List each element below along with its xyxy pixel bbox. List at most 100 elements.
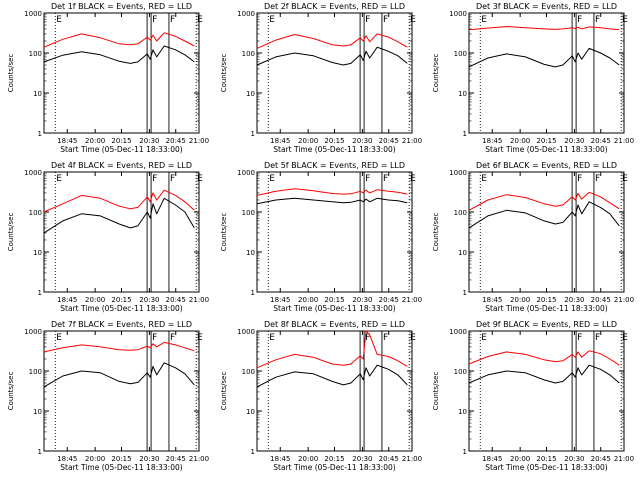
y-tick-label: 100 bbox=[29, 368, 42, 376]
marker-label: F bbox=[365, 174, 370, 184]
x-tick-label: 20:15 bbox=[111, 137, 131, 145]
marker-label: F bbox=[170, 174, 175, 184]
marker-label: F bbox=[170, 15, 175, 25]
chart-title: Det 7f BLACK = Events, RED = LLD bbox=[51, 320, 192, 329]
x-tick-label: 20:15 bbox=[324, 137, 344, 145]
y-tick-label: 100 bbox=[242, 368, 255, 376]
marker-label: E bbox=[622, 15, 628, 25]
x-tick-label: 20:15 bbox=[324, 455, 344, 463]
x-tick-label: 21:00 bbox=[614, 296, 634, 304]
y-tick-label: 100 bbox=[29, 50, 42, 58]
x-tick-label: 18:45 bbox=[270, 137, 290, 145]
x-tick-label: 20:45 bbox=[379, 296, 399, 304]
x-tick-label: 18:45 bbox=[57, 137, 77, 145]
x-tick-label: 20:00 bbox=[85, 455, 105, 463]
x-tick-label: 20:30 bbox=[564, 455, 584, 463]
x-tick-label: 20:45 bbox=[166, 296, 186, 304]
plot-frame bbox=[468, 12, 625, 134]
y-tick-label: 100 bbox=[454, 50, 467, 58]
x-tick-label: 21:00 bbox=[402, 296, 422, 304]
plot-frame bbox=[43, 12, 200, 134]
series-line-events bbox=[256, 46, 408, 66]
x-tick-label: 20:45 bbox=[166, 455, 186, 463]
x-tick-label: 21:00 bbox=[614, 137, 634, 145]
y-tick-label: 100 bbox=[242, 209, 255, 217]
y-tick-label: 1000 bbox=[449, 10, 467, 18]
series-line-lld bbox=[468, 191, 620, 211]
x-tick-label: 18:45 bbox=[482, 455, 502, 463]
x-tick-label: 20:00 bbox=[510, 296, 530, 304]
x-tick-label: 18:45 bbox=[270, 455, 290, 463]
plot-frame bbox=[256, 171, 413, 293]
x-tick-label: 20:15 bbox=[536, 455, 556, 463]
series-line-lld bbox=[256, 330, 408, 369]
y-tick-label: 1 bbox=[463, 448, 467, 456]
x-tick-label: 20:30 bbox=[352, 137, 372, 145]
x-tick-label: 18:45 bbox=[270, 296, 290, 304]
x-tick-label: 21:00 bbox=[189, 455, 209, 463]
chart-panel-7: Det 7f BLACK = Events, RED = LLD 1 10 100 10… bbox=[7, 320, 209, 472]
y-tick-label: 1 bbox=[463, 289, 467, 297]
x-tick-label: 20:45 bbox=[166, 137, 186, 145]
y-tick-label: 1 bbox=[38, 289, 42, 297]
marker-label: F bbox=[365, 333, 370, 343]
marker-label: E bbox=[269, 15, 275, 25]
x-tick-label: 20:30 bbox=[139, 455, 159, 463]
y-tick-label: 1000 bbox=[24, 10, 42, 18]
x-tick-label: 20:45 bbox=[591, 296, 611, 304]
y-tick-label: 1000 bbox=[237, 169, 255, 177]
y-tick-label: 10 bbox=[458, 408, 467, 416]
y-axis-label: Counts/sec bbox=[432, 213, 440, 252]
x-tick-label: 20:00 bbox=[298, 137, 318, 145]
series-line-events bbox=[468, 47, 620, 68]
y-axis-label: Counts/sec bbox=[220, 372, 228, 411]
plot-frame bbox=[43, 171, 200, 293]
x-tick-label: 20:15 bbox=[324, 296, 344, 304]
marker-label: E bbox=[269, 174, 275, 184]
series-line-events bbox=[256, 364, 408, 388]
y-axis-label: Counts/sec bbox=[7, 213, 15, 252]
x-axis-label: Start Time (05-Dec-11 18:33:00) bbox=[60, 304, 182, 313]
chart-title: Det 2f BLACK = Events, RED = LLD bbox=[264, 2, 405, 11]
marker-label: F bbox=[383, 333, 388, 343]
marker-label: E bbox=[197, 333, 203, 343]
y-tick-label: 10 bbox=[33, 90, 42, 98]
chart-title: Det 8f BLACK = Events, RED = LLD bbox=[264, 320, 405, 329]
x-tick-label: 20:30 bbox=[352, 296, 372, 304]
chart-title: Det 5f BLACK = Events, RED = LLD bbox=[264, 161, 405, 170]
plot-frame bbox=[468, 330, 625, 452]
chart-panel-1: Det 1f BLACK = Events, RED = LLD 1 10 100 10… bbox=[7, 2, 209, 154]
y-tick-label: 10 bbox=[33, 249, 42, 257]
y-axis-label: Counts/sec bbox=[7, 372, 15, 411]
x-tick-label: 20:45 bbox=[379, 455, 399, 463]
x-tick-label: 21:00 bbox=[614, 455, 634, 463]
y-tick-label: 10 bbox=[246, 249, 255, 257]
series-line-events bbox=[43, 45, 195, 64]
series-line-events bbox=[468, 364, 620, 384]
chart-panel-9: Det 9f BLACK = Events, RED = LLD 1 10 100 10… bbox=[432, 320, 634, 472]
plot-frame bbox=[256, 12, 413, 134]
x-tick-label: 21:00 bbox=[402, 455, 422, 463]
y-tick-label: 1000 bbox=[24, 328, 42, 336]
y-tick-label: 100 bbox=[29, 209, 42, 217]
marker-label: E bbox=[481, 333, 487, 343]
y-tick-label: 1 bbox=[251, 130, 255, 138]
x-tick-label: 20:15 bbox=[111, 296, 131, 304]
series-line-events bbox=[43, 362, 195, 388]
x-tick-label: 20:00 bbox=[510, 137, 530, 145]
x-axis-label: Start Time (05-Dec-11 18:33:00) bbox=[485, 463, 607, 472]
chart-title: Det 6f BLACK = Events, RED = LLD bbox=[476, 161, 617, 170]
series-line-lld bbox=[256, 188, 408, 196]
marker-label: E bbox=[481, 174, 487, 184]
x-tick-label: 20:30 bbox=[352, 455, 372, 463]
x-axis-label: Start Time (05-Dec-11 18:33:00) bbox=[60, 145, 182, 154]
chart-title: Det 9f BLACK = Events, RED = LLD bbox=[476, 320, 617, 329]
chart-panel-4: Det 4f BLACK = Events, RED = LLD 1 10 100 10… bbox=[7, 161, 209, 313]
marker-label: E bbox=[622, 333, 628, 343]
x-tick-label: 20:00 bbox=[85, 137, 105, 145]
marker-label: F bbox=[595, 15, 600, 25]
x-tick-label: 20:00 bbox=[85, 296, 105, 304]
series-line-lld bbox=[468, 350, 620, 366]
chart-title: Det 4f BLACK = Events, RED = LLD bbox=[51, 161, 192, 170]
